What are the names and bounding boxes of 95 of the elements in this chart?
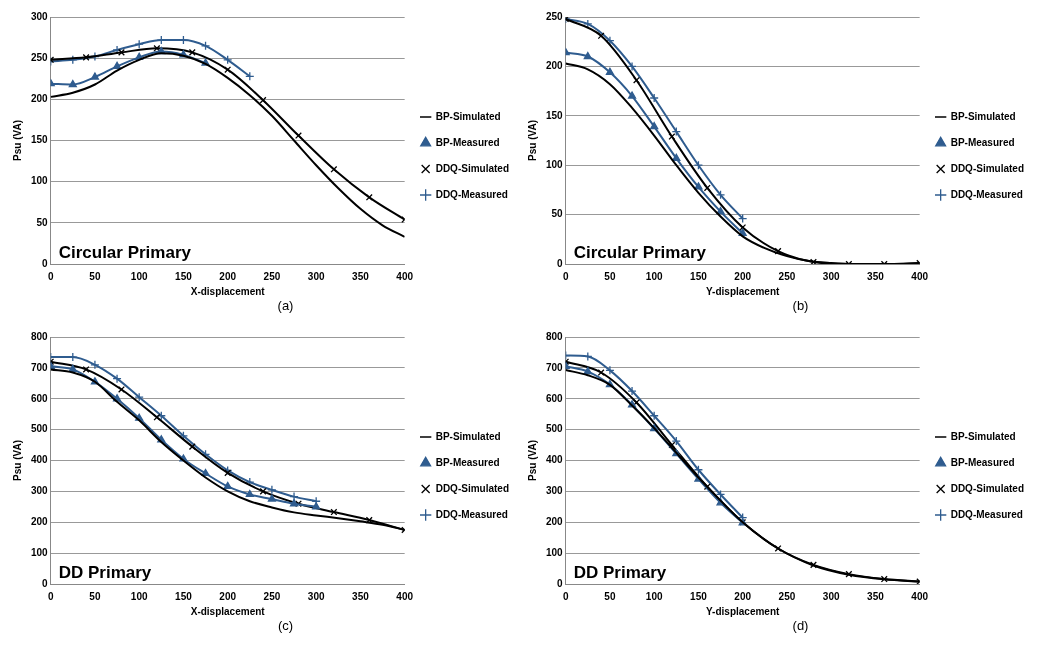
- y-tick-label: 500: [31, 423, 49, 435]
- x-tick-label: 50: [89, 590, 101, 602]
- y-tick-label: 250: [546, 10, 564, 22]
- y-axis-title: Psu (VA): [11, 440, 23, 481]
- legend-label: BP-Simulated: [950, 430, 1016, 442]
- annotation: Circular Primary: [58, 243, 192, 263]
- legend-label: DDQ-Measured: [950, 508, 1023, 520]
- y-axis-title: Psu (VA): [526, 120, 538, 161]
- y-tick-label: 200: [546, 60, 564, 72]
- legend-label: BP-Measured: [435, 456, 500, 468]
- x-tick-label: 50: [89, 270, 101, 282]
- x-tick-label: 300: [307, 270, 325, 282]
- y-tick-label: 200: [31, 93, 49, 105]
- x-tick-label: 100: [645, 590, 663, 602]
- y-tick-label: 100: [31, 546, 49, 558]
- y-tick-label: 0: [42, 577, 49, 589]
- x-axis-title: Y-displacement: [705, 605, 781, 617]
- legend-label: DDQ-Measured: [435, 508, 508, 520]
- legend-label: BP-Simulated: [435, 110, 501, 122]
- y-tick-label: 400: [546, 454, 564, 466]
- x-tick-label: 250: [263, 590, 281, 602]
- y-tick-label: 700: [546, 361, 564, 373]
- x-tick-label: 400: [911, 590, 929, 602]
- y-tick-label: 600: [546, 392, 564, 404]
- x-tick-label: 200: [219, 270, 237, 282]
- legend-label: DDQ-Simulated: [435, 482, 509, 494]
- text: (c): [276, 618, 295, 633]
- x-tick-label: 250: [263, 270, 281, 282]
- x-tick-label: 400: [911, 270, 929, 282]
- y-tick-label: 200: [31, 516, 49, 527]
- legend-label: DDQ-Simulated: [435, 162, 509, 174]
- y-tick-label: 100: [546, 546, 564, 558]
- legend-label: BP-Measured: [950, 136, 1015, 148]
- legend-label: BP-Simulated: [950, 110, 1016, 122]
- y-tick-label: 0: [42, 257, 49, 269]
- y-tick-label: 700: [31, 361, 49, 373]
- x-tick-label: 300: [822, 270, 840, 282]
- x-tick-label: 150: [175, 270, 193, 282]
- y-tick-label: 250: [31, 51, 49, 63]
- x-axis-title: X-displacement: [190, 285, 266, 297]
- y-tick-label: 800: [31, 330, 49, 342]
- legend-label: DDQ-Measured: [950, 188, 1023, 200]
- x-tick-label: 100: [130, 270, 148, 282]
- x-axis-title: Y-displacement: [705, 285, 781, 297]
- text: (d): [791, 618, 810, 633]
- annotation: Circular Primary: [573, 243, 707, 263]
- x-tick-label: 400: [396, 270, 414, 282]
- x-tick-label: 150: [690, 270, 708, 282]
- x-tick-label: 200: [734, 270, 752, 282]
- legend-label: DDQ-Measured: [435, 188, 508, 200]
- x-tick-label: 100: [130, 590, 148, 602]
- y-tick-label: 150: [31, 134, 49, 146]
- text: (a): [276, 298, 295, 313]
- legend-label: BP-Measured: [950, 456, 1015, 468]
- x-tick-label: 300: [822, 590, 840, 602]
- x-tick-label: 100: [645, 270, 663, 282]
- y-tick-label: 300: [31, 485, 49, 497]
- y-tick-label: 600: [31, 392, 49, 404]
- y-tick-label: 0: [557, 257, 564, 269]
- x-tick-label: 350: [867, 270, 885, 282]
- x-tick-label: 200: [219, 590, 237, 602]
- y-tick-label: 300: [31, 10, 49, 22]
- y-tick-label: 300: [546, 485, 564, 497]
- y-tick-label: 500: [546, 423, 564, 435]
- y-axis-title: Psu (VA): [526, 440, 538, 481]
- x-tick-label: 150: [690, 590, 708, 602]
- annotation: DD Primary: [573, 563, 667, 583]
- text: (b): [791, 298, 810, 313]
- y-tick-label: 100: [31, 175, 49, 187]
- x-tick-label: 150: [175, 590, 193, 602]
- y-tick-label: 200: [546, 516, 564, 527]
- y-axis-title: Psu (VA): [11, 120, 23, 161]
- y-tick-label: 800: [546, 330, 564, 342]
- annotation: DD Primary: [58, 563, 152, 583]
- legend-label: DDQ-Simulated: [950, 482, 1024, 494]
- y-tick-label: 100: [546, 158, 564, 170]
- x-axis-title: X-displacement: [190, 605, 266, 617]
- y-tick-label: 50: [551, 208, 564, 220]
- x-tick-label: 250: [778, 590, 796, 602]
- x-tick-label: 350: [352, 270, 370, 282]
- y-tick-label: 150: [546, 109, 564, 121]
- x-tick-label: 250: [778, 270, 796, 282]
- x-tick-label: 200: [734, 590, 752, 602]
- x-tick-label: 350: [867, 590, 885, 602]
- x-tick-label: 400: [396, 590, 414, 602]
- x-tick-label: 50: [604, 590, 616, 602]
- x-tick-label: 300: [307, 590, 325, 602]
- y-tick-label: 50: [36, 216, 49, 228]
- legend-label: DDQ-Simulated: [950, 162, 1024, 174]
- x-tick-label: 350: [352, 590, 370, 602]
- y-tick-label: 0: [557, 577, 564, 589]
- legend-label: BP-Simulated: [435, 430, 501, 442]
- x-tick-label: 50: [604, 270, 616, 282]
- legend-label: BP-Measured: [435, 136, 500, 148]
- y-tick-label: 400: [31, 454, 49, 466]
